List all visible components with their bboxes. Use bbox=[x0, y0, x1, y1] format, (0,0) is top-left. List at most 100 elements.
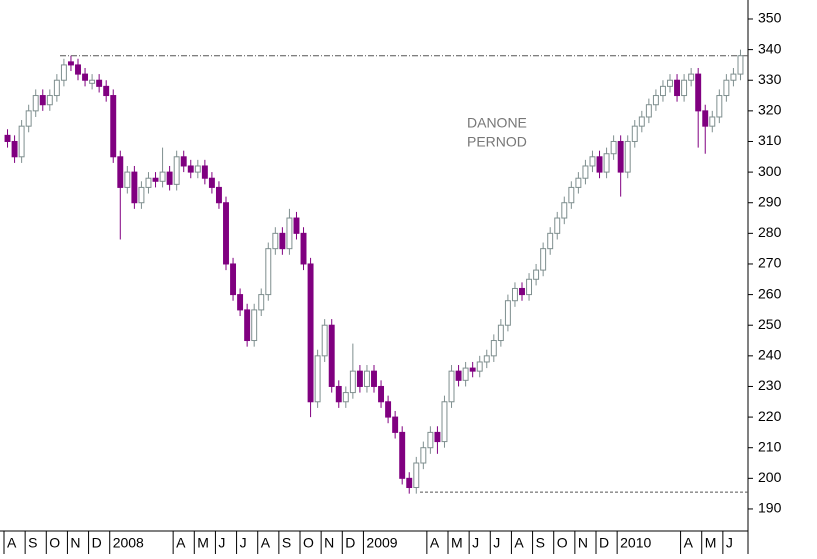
candle-body bbox=[582, 165, 589, 179]
candle-body bbox=[159, 171, 166, 182]
candle-body bbox=[490, 340, 497, 357]
candle-body bbox=[89, 79, 96, 84]
y-tick-label: 290 bbox=[758, 193, 782, 209]
candle-body bbox=[723, 79, 730, 97]
x-tick-label: J bbox=[240, 535, 247, 551]
x-tick-label: M bbox=[705, 535, 717, 551]
candle-body bbox=[349, 370, 356, 394]
y-tick-label: 220 bbox=[758, 408, 782, 424]
x-tick-label: J bbox=[472, 535, 479, 551]
x-tick-label: S bbox=[536, 535, 545, 551]
candle-body bbox=[511, 287, 518, 302]
candle-body bbox=[413, 462, 420, 489]
x-tick-label: N bbox=[324, 535, 334, 551]
candle-body bbox=[46, 95, 53, 106]
x-tick-label: D bbox=[599, 535, 609, 551]
x-tick-label: 2010 bbox=[620, 535, 651, 551]
candle-body bbox=[624, 140, 631, 173]
candle-body bbox=[96, 79, 103, 87]
candle-body bbox=[67, 61, 74, 66]
candle-body bbox=[702, 110, 709, 127]
y-tick-label: 310 bbox=[758, 132, 782, 148]
candle-body bbox=[286, 217, 293, 250]
candle-body bbox=[674, 79, 681, 97]
candle-body bbox=[363, 370, 370, 387]
candle-body bbox=[455, 370, 462, 381]
candle-body bbox=[688, 73, 695, 81]
y-tick-label: 260 bbox=[758, 285, 782, 301]
candle-body bbox=[399, 431, 406, 479]
candle-body bbox=[575, 177, 582, 188]
candle-body bbox=[321, 324, 328, 357]
x-tick-label: M bbox=[197, 535, 209, 551]
candle-body bbox=[208, 177, 215, 188]
candle-body bbox=[307, 263, 314, 403]
candle-body bbox=[667, 79, 673, 87]
candle-body bbox=[441, 401, 448, 443]
candle-body bbox=[258, 294, 265, 311]
annotation: PERNOD bbox=[467, 134, 527, 150]
candle-body bbox=[272, 232, 279, 250]
candle-body bbox=[737, 55, 744, 75]
candle-body bbox=[201, 165, 208, 179]
candle-body bbox=[103, 85, 110, 97]
x-tick-label: O bbox=[557, 535, 568, 551]
candle-body bbox=[420, 447, 427, 464]
y-tick-label: 300 bbox=[758, 163, 782, 179]
x-tick-label: J bbox=[218, 535, 225, 551]
x-tick-label: S bbox=[282, 535, 291, 551]
y-tick-label: 240 bbox=[758, 347, 782, 363]
candle-body bbox=[237, 294, 244, 311]
candle-body bbox=[448, 370, 455, 403]
candle-body bbox=[483, 355, 490, 363]
x-tick-label: A bbox=[514, 535, 524, 551]
x-tick-label: A bbox=[7, 535, 17, 551]
candle-body bbox=[32, 95, 39, 112]
candle-body bbox=[223, 202, 229, 265]
candle-body bbox=[568, 186, 575, 204]
candle-body bbox=[434, 431, 441, 443]
candle-body bbox=[117, 156, 124, 188]
candle-body bbox=[314, 355, 321, 403]
candle-body bbox=[371, 370, 377, 387]
candle-body bbox=[385, 401, 392, 418]
candle-body bbox=[659, 85, 666, 97]
candle-body bbox=[406, 477, 413, 489]
candle-body bbox=[138, 186, 145, 204]
y-tick-label: 350 bbox=[758, 10, 782, 26]
x-tick-label: D bbox=[92, 535, 102, 551]
y-tick-label: 320 bbox=[758, 102, 782, 118]
candle-body bbox=[230, 263, 237, 296]
candle-body bbox=[110, 95, 117, 158]
candle-body bbox=[476, 361, 483, 372]
candle-body bbox=[39, 95, 46, 106]
x-tick-label: M bbox=[451, 535, 463, 551]
candle-body bbox=[244, 309, 251, 342]
x-tick-label: N bbox=[578, 535, 588, 551]
x-tick-label: 2009 bbox=[366, 535, 397, 551]
y-tick-label: 230 bbox=[758, 377, 782, 393]
y-tick-label: 270 bbox=[758, 255, 782, 271]
candle-body bbox=[554, 217, 561, 234]
x-tick-label: D bbox=[345, 535, 355, 551]
candle-body bbox=[60, 64, 67, 81]
x-tick-label: A bbox=[684, 535, 694, 551]
x-tick-label: S bbox=[28, 535, 37, 551]
candle-body bbox=[631, 125, 638, 142]
x-tick-label: A bbox=[261, 535, 271, 551]
annotation: DANONE bbox=[467, 115, 527, 131]
y-tick-label: 330 bbox=[758, 71, 782, 87]
candle-body bbox=[610, 140, 617, 155]
x-tick-label: J bbox=[726, 535, 733, 551]
candle-body bbox=[504, 300, 511, 326]
candle-body bbox=[4, 134, 11, 142]
x-tick-label: J bbox=[493, 535, 500, 551]
y-tick-label: 250 bbox=[758, 316, 782, 332]
candle-body bbox=[540, 248, 547, 271]
candle-body bbox=[265, 248, 272, 296]
candle-body bbox=[462, 367, 469, 381]
candle-body bbox=[716, 95, 723, 118]
candle-body bbox=[469, 367, 476, 372]
candle-body bbox=[279, 232, 286, 250]
